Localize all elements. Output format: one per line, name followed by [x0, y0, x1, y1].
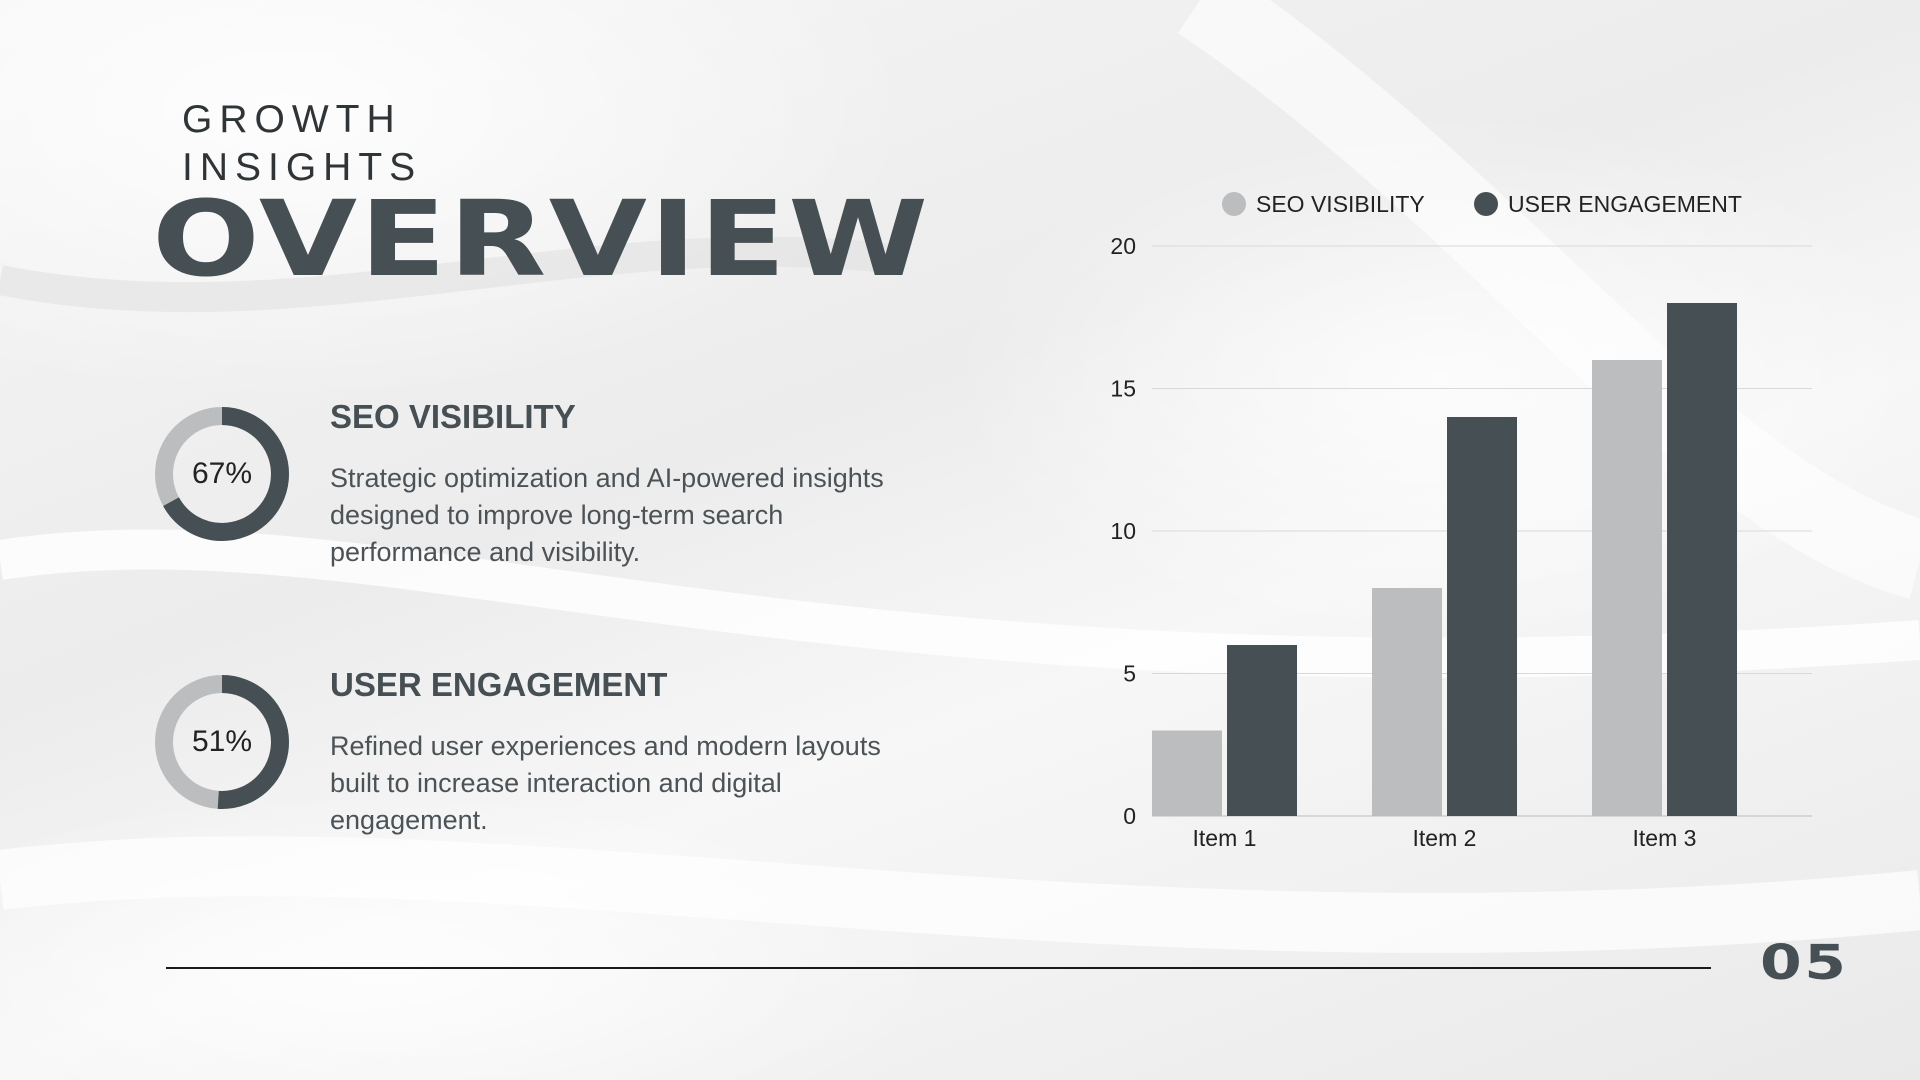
bar: [1667, 303, 1737, 816]
stat-description: Refined user experiences and modern layo…: [330, 731, 881, 835]
x-tick-label: Item 1: [1193, 825, 1257, 851]
y-tick-label: 5: [1123, 661, 1136, 687]
donut-progress: [155, 407, 289, 541]
footer-divider: [166, 967, 1711, 969]
stat-title: USER ENGAGEMENT: [330, 666, 668, 703]
donut-seo: 67%: [152, 404, 292, 544]
stat-user-engagement: 51% USER ENGAGEMENT Refined user experie…: [152, 666, 912, 846]
page-number: 05: [1760, 935, 1849, 991]
y-tick-label: 10: [1110, 518, 1136, 544]
legend-swatch: [1474, 192, 1498, 216]
bar-chart: 0 5 10 15 20 Item 1 Item 2 Item 3 SEO VISIBILITY…: [1060, 180, 1820, 860]
page-title: OVERVIEW: [152, 178, 931, 300]
bar: [1227, 645, 1297, 816]
donut-percent-label: 67%: [191, 457, 253, 490]
bar: [1592, 360, 1662, 816]
y-tick-label: 20: [1110, 233, 1136, 259]
y-tick-label: 0: [1123, 803, 1136, 829]
x-tick-label: Item 3: [1633, 825, 1697, 851]
kicker: GROWTH INSIGHTS: [182, 96, 422, 192]
x-tick-label: Item 2: [1413, 825, 1477, 851]
bar-chart-svg: 0 5 10 15 20 Item 1 Item 2 Item 3 SEO VISIBILITY…: [1110, 191, 1812, 851]
legend-label: USER ENGAGEMENT: [1508, 191, 1742, 217]
stat-title: SEO VISIBILITY: [330, 398, 576, 435]
donut-user-engagement: 51%: [152, 672, 292, 812]
legend-label: SEO VISIBILITY: [1256, 191, 1425, 217]
kicker-line-1: GROWTH: [182, 98, 402, 141]
donut-progress: [155, 675, 289, 809]
bar: [1372, 588, 1442, 816]
donut-percent-label: 51%: [191, 725, 253, 758]
kicker-line-2: INSIGHTS: [182, 146, 423, 189]
y-tick-label: 15: [1110, 376, 1136, 402]
legend-swatch: [1222, 192, 1246, 216]
bar: [1152, 730, 1222, 816]
stat-description: Strategic optimization and AI-powered in…: [330, 463, 884, 567]
stat-seo-visibility: 67% SEO VISIBILITY Strategic optimizatio…: [152, 398, 912, 578]
bar: [1447, 417, 1517, 816]
